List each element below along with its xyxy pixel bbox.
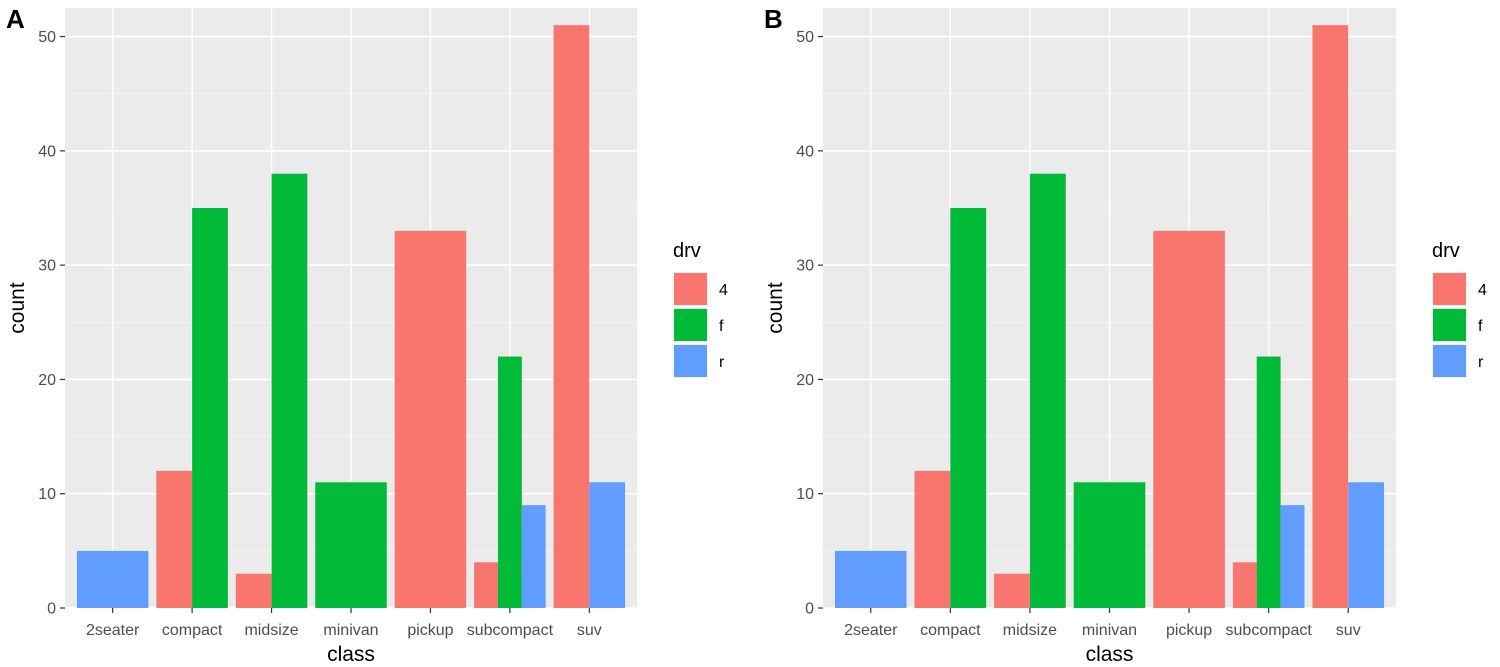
bar-suv-r (589, 482, 626, 608)
bar-midsize-4 (235, 573, 272, 608)
x-tick-label: compact (920, 622, 981, 639)
bar-midsize-f (1029, 173, 1066, 608)
bar-2seater-r (834, 550, 907, 608)
y-tick-label: 20 (796, 372, 814, 389)
bar-pickup-4 (394, 230, 467, 608)
bar-minivan-f (1073, 482, 1146, 608)
x-tick-label: pickup (407, 622, 453, 639)
legend-swatch-f (674, 309, 707, 341)
x-tick-label: suv (1336, 622, 1361, 639)
chart-panel-b: 0 10 20 30 40 50 2seater compact midsize minivan p… (764, 4, 1487, 666)
x-tick-label: 2seater (844, 622, 898, 639)
bar-midsize-4 (994, 573, 1030, 608)
legend: drv 4 f r (1432, 240, 1487, 378)
legend-label-4: 4 (1478, 282, 1487, 299)
panel-tag: B (764, 4, 783, 34)
x-tick-label: subcompact (467, 622, 554, 639)
bar-subcompact-r (521, 505, 546, 608)
bar-subcompact-f (1256, 356, 1281, 608)
y-tick-label: 20 (38, 372, 56, 389)
y-tick-label: 10 (796, 486, 814, 503)
y-axis-title: count (6, 282, 29, 334)
legend-swatch-r (1433, 345, 1466, 377)
legend-label-r: r (1478, 354, 1484, 371)
bar-suv-4 (553, 25, 590, 608)
bar-pickup-4 (1153, 230, 1225, 608)
y-tick-label: 30 (796, 258, 814, 275)
x-tick-label: midsize (244, 622, 298, 639)
bar-subcompact-r (1280, 505, 1305, 608)
x-tick-label: subcompact (1226, 622, 1313, 639)
bar-suv-4 (1312, 25, 1349, 608)
bar-minivan-f (315, 482, 387, 608)
legend-label-4: 4 (719, 282, 728, 299)
legend-label-r: r (719, 354, 725, 371)
legend-swatch-r (674, 345, 707, 377)
legend-swatch-f (1433, 309, 1466, 341)
bar-midsize-f (271, 173, 308, 608)
bar-compact-4 (914, 470, 951, 608)
y-tick-label: 50 (38, 29, 56, 46)
x-tick-label: pickup (1166, 622, 1212, 639)
legend-title: drv (1432, 240, 1460, 262)
y-tick-label: 40 (38, 143, 56, 160)
x-tick-label: midsize (1003, 622, 1057, 639)
legend-swatch-4 (674, 273, 707, 305)
x-axis-title: class (1086, 643, 1134, 666)
bar-2seater-r (76, 550, 149, 608)
x-tick-label: suv (577, 622, 602, 639)
x-tick-label: minivan (1082, 622, 1137, 639)
y-tick-label: 0 (805, 601, 814, 618)
y-tick-label: 30 (38, 258, 56, 275)
y-tick-label: 0 (47, 601, 56, 618)
bar-subcompact-4 (474, 562, 498, 608)
bar-suv-r (1348, 482, 1385, 608)
legend-label-f: f (1478, 318, 1483, 335)
legend: drv 4 f r (673, 240, 728, 378)
x-tick-label: 2seater (86, 622, 140, 639)
y-axis-title: count (764, 282, 787, 334)
bar-subcompact-f (497, 356, 522, 608)
legend-swatch-4 (1433, 273, 1466, 305)
legend-title: drv (673, 240, 701, 262)
x-tick-label: minivan (323, 622, 378, 639)
y-tick-label: 50 (796, 29, 814, 46)
bar-compact-4 (156, 470, 193, 608)
bar-compact-f (950, 208, 987, 608)
y-tick-label: 10 (38, 486, 56, 503)
x-tick-label: compact (162, 622, 223, 639)
panel-tag: A (6, 4, 25, 34)
x-axis-title: class (327, 643, 375, 666)
legend-label-f: f (719, 318, 724, 335)
bar-compact-f (192, 208, 228, 608)
bar-subcompact-4 (1232, 562, 1257, 608)
y-tick-label: 40 (796, 143, 814, 160)
chart-panel-a: 0 10 20 30 40 50 2seater compact midsize minivan p… (6, 4, 728, 666)
